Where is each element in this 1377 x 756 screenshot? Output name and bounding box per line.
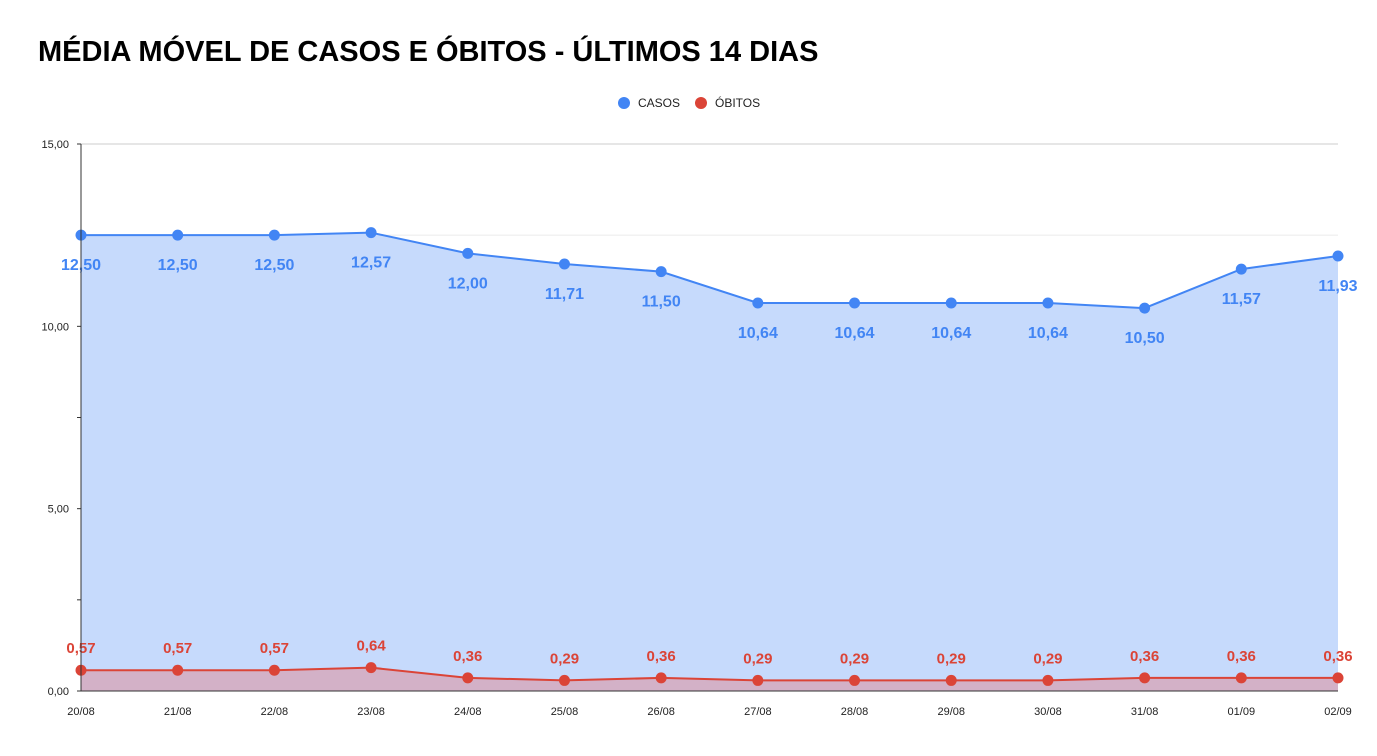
legend-dot-casos <box>618 97 630 109</box>
point-casos <box>655 266 667 278</box>
point-obitos <box>1042 674 1054 686</box>
data-label-casos: 11,50 <box>642 294 681 311</box>
x-tick-label: 23/08 <box>357 706 385 718</box>
x-tick-label: 28/08 <box>841 706 869 718</box>
data-label-obitos: 0,36 <box>1227 648 1256 665</box>
x-tick-label: 20/08 <box>67 706 95 718</box>
point-obitos <box>558 674 570 686</box>
legend-dot-obitos <box>695 97 707 109</box>
x-tick-label: 26/08 <box>647 706 675 718</box>
x-tick-label: 21/08 <box>164 706 192 718</box>
data-label-obitos: 0,29 <box>743 650 772 667</box>
data-label-casos: 11,93 <box>1318 278 1357 295</box>
legend-label-casos: CASOS <box>638 96 681 110</box>
data-label-casos: 10,64 <box>738 325 778 342</box>
point-casos <box>1235 263 1247 275</box>
data-label-obitos: 0,36 <box>1323 648 1352 665</box>
data-label-casos: 12,00 <box>448 275 488 292</box>
data-label-casos: 10,64 <box>931 325 971 342</box>
data-label-casos: 11,71 <box>545 286 584 303</box>
data-label-obitos: 0,36 <box>453 648 482 665</box>
x-tick-label: 25/08 <box>551 706 579 718</box>
data-label-casos: 12,50 <box>254 257 294 274</box>
data-label-obitos: 0,64 <box>356 638 386 655</box>
data-label-obitos: 0,29 <box>840 650 869 667</box>
line-obitos <box>81 666 1338 682</box>
x-tick-label: 30/08 <box>1034 706 1062 718</box>
data-label-obitos: 0,29 <box>550 650 579 667</box>
data-label-casos: 10,64 <box>835 325 875 342</box>
y-tick-label: 5,00 <box>48 504 69 516</box>
point-obitos <box>752 674 764 686</box>
x-tick-label: 27/08 <box>744 706 772 718</box>
chart-legend: CASOS ÓBITOS <box>0 96 1377 114</box>
data-label-casos: 12,57 <box>351 255 391 272</box>
point-casos <box>752 297 764 309</box>
data-label-casos: 11,57 <box>1222 291 1261 308</box>
y-tick-label: 10,00 <box>41 321 69 333</box>
point-obitos <box>849 674 861 686</box>
point-casos <box>945 297 957 309</box>
line-casos <box>81 231 1339 310</box>
point-casos <box>1139 302 1151 314</box>
data-label-obitos: 0,57 <box>163 640 192 657</box>
point-casos <box>849 297 861 309</box>
x-tick-label: 01/09 <box>1228 706 1256 718</box>
x-tick-label: 29/08 <box>937 706 965 718</box>
point-casos <box>1042 297 1054 309</box>
chart-title: MÉDIA MÓVEL DE CASOS E ÓBITOS - ÚLTIMOS … <box>38 36 819 68</box>
point-obitos <box>1332 672 1344 684</box>
data-label-casos: 10,64 <box>1028 325 1068 342</box>
area-casos <box>81 232 1338 691</box>
point-obitos <box>172 664 184 676</box>
point-obitos <box>462 672 474 684</box>
legend-label-obitos: ÓBITOS <box>715 96 761 110</box>
legend-item-casos[interactable]: CASOS <box>618 96 680 110</box>
y-tick-label: 15,00 <box>41 139 69 151</box>
point-casos <box>462 247 474 259</box>
point-casos <box>1332 250 1344 262</box>
x-tick-label: 02/09 <box>1324 706 1352 718</box>
data-label-obitos: 0,36 <box>1130 648 1159 665</box>
data-label-obitos: 0,29 <box>1033 650 1062 667</box>
point-obitos <box>1235 672 1247 684</box>
point-obitos <box>268 664 280 676</box>
y-tick-label: 0,00 <box>48 686 69 698</box>
data-label-obitos: 0,57 <box>260 640 289 657</box>
x-tick-label: 24/08 <box>454 706 482 718</box>
x-tick-label: 31/08 <box>1131 706 1159 718</box>
point-casos <box>172 229 184 241</box>
point-casos <box>558 258 570 270</box>
point-obitos <box>1139 672 1151 684</box>
point-obitos <box>945 674 957 686</box>
point-obitos <box>655 672 667 684</box>
data-label-casos: 12,50 <box>158 257 198 274</box>
legend-item-obitos[interactable]: ÓBITOS <box>695 96 760 110</box>
point-obitos <box>365 662 377 674</box>
point-casos <box>365 227 377 239</box>
data-label-obitos: 0,36 <box>647 648 676 665</box>
data-label-casos: 10,50 <box>1125 330 1165 347</box>
data-label-obitos: 0,29 <box>937 650 966 667</box>
point-casos <box>268 229 280 241</box>
x-tick-label: 22/08 <box>261 706 289 718</box>
